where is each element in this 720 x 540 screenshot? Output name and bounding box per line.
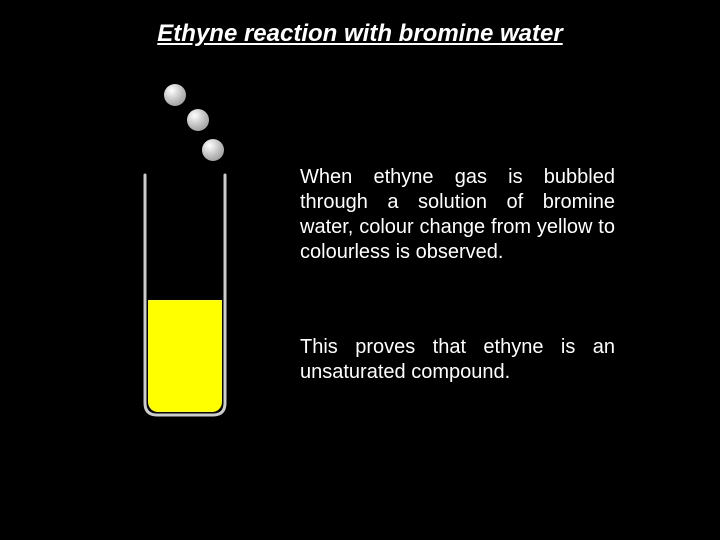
slide-title: Ethyne reaction with bromine water [0,20,720,48]
bubble-icon [202,139,224,161]
test-tube-icon [142,172,228,418]
bubble-icon [164,84,186,106]
description-paragraph-1: When ethyne gas is bubbled through a sol… [300,165,615,265]
slide: Ethyne reaction with bromine water When … [0,0,720,540]
description-paragraph-2: This proves that ethyne is an unsaturate… [300,335,615,385]
bubble-icon [187,109,209,131]
